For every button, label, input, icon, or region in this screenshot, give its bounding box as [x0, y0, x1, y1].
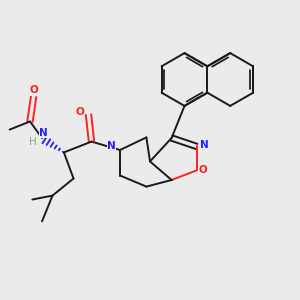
Text: N: N: [200, 140, 209, 150]
Text: O: O: [76, 107, 85, 117]
Text: O: O: [30, 85, 39, 95]
Text: H: H: [29, 136, 37, 147]
Text: N: N: [39, 128, 48, 138]
Text: N: N: [107, 141, 116, 152]
Text: O: O: [199, 165, 208, 176]
